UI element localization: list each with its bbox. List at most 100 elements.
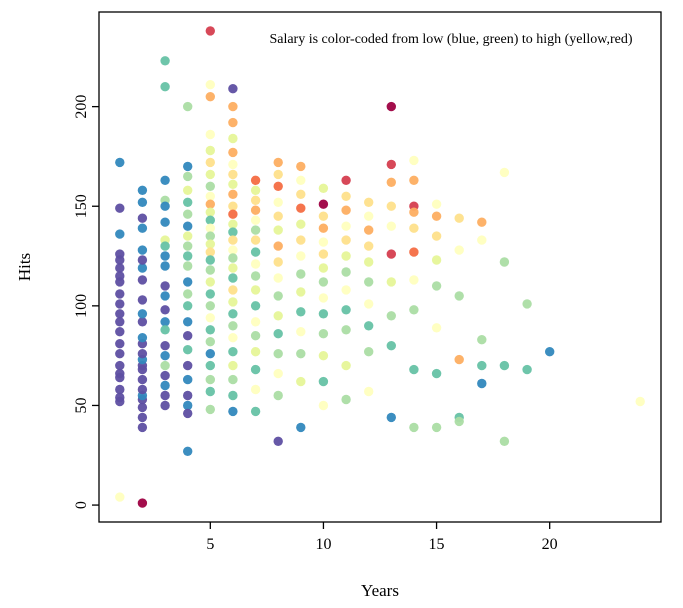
data-point (296, 219, 306, 229)
data-point (273, 273, 283, 283)
data-point (318, 237, 329, 247)
data-point (183, 374, 193, 385)
data-point (341, 175, 351, 185)
data-point (250, 301, 261, 311)
data-point (137, 295, 148, 305)
data-point (341, 360, 351, 371)
data-point (273, 241, 283, 251)
data-point (115, 384, 125, 395)
data-point (183, 241, 193, 251)
data-point (137, 333, 148, 343)
data-point (273, 390, 283, 401)
data-point (250, 259, 261, 269)
data-point (115, 327, 125, 337)
data-point (250, 175, 261, 185)
data-point (205, 386, 215, 397)
data-point (386, 249, 396, 259)
data-point (115, 157, 125, 168)
data-point (273, 197, 283, 207)
data-point (183, 221, 193, 231)
data-point (115, 339, 125, 349)
data-point (250, 317, 261, 327)
data-point (115, 372, 125, 383)
data-point (250, 185, 261, 195)
data-point (273, 181, 283, 191)
data-point (364, 321, 374, 331)
data-point (296, 349, 306, 359)
data-point (137, 422, 148, 433)
data-point (160, 217, 170, 227)
data-point (364, 257, 374, 267)
data-point (205, 191, 215, 201)
data-point (431, 231, 442, 241)
data-point (160, 390, 170, 401)
data-point (409, 155, 419, 166)
data-point (115, 289, 125, 299)
data-point (431, 199, 442, 209)
data-point (477, 335, 487, 345)
data-point (431, 368, 442, 379)
data-point (273, 291, 283, 301)
data-point (386, 101, 396, 112)
data-point (160, 370, 170, 381)
data-point (228, 133, 238, 144)
data-point (183, 171, 193, 182)
data-point (137, 255, 148, 265)
data-point (205, 289, 215, 299)
data-point (228, 360, 238, 371)
data-point (205, 277, 215, 287)
data-point (386, 177, 396, 187)
data-point (296, 161, 306, 172)
data-point (250, 235, 261, 245)
data-point (205, 265, 215, 275)
data-point (160, 281, 170, 291)
data-point (137, 317, 148, 327)
data-point (250, 347, 261, 357)
data-point (137, 498, 148, 508)
data-point (137, 402, 148, 413)
data-point (228, 297, 238, 307)
data-point (160, 291, 170, 301)
data-point (273, 311, 283, 321)
data-point (137, 245, 148, 255)
data-point (296, 327, 306, 337)
data-point (431, 281, 442, 291)
data-point (364, 386, 374, 397)
data-point (183, 360, 193, 371)
data-point (205, 199, 215, 209)
data-point (205, 26, 215, 36)
data-point (386, 412, 396, 423)
data-point (409, 364, 419, 375)
data-point (137, 275, 148, 285)
data-point (160, 360, 170, 371)
data-point (431, 422, 442, 433)
data-point (205, 313, 215, 323)
data-point (160, 400, 170, 411)
data-point (318, 329, 329, 339)
data-point (228, 347, 238, 357)
data-point (228, 101, 238, 112)
data-point (341, 325, 351, 335)
data-point (205, 207, 215, 217)
data-point (431, 323, 442, 333)
data-point (454, 213, 464, 223)
data-point (409, 275, 419, 285)
data-point (228, 245, 238, 255)
data-point (545, 347, 555, 357)
data-point (205, 169, 215, 180)
data-point (205, 374, 215, 385)
data-point (183, 209, 193, 219)
data-point (137, 309, 148, 319)
data-point (115, 203, 125, 213)
data-point (137, 374, 148, 385)
data-point (296, 376, 306, 387)
data-point (183, 301, 193, 311)
data-point (205, 325, 215, 335)
data-point (364, 197, 374, 207)
data-point (409, 422, 419, 433)
data-point (183, 161, 193, 172)
data-point (160, 351, 170, 361)
data-point (635, 396, 645, 407)
data-point (273, 169, 283, 180)
data-point (454, 416, 464, 427)
